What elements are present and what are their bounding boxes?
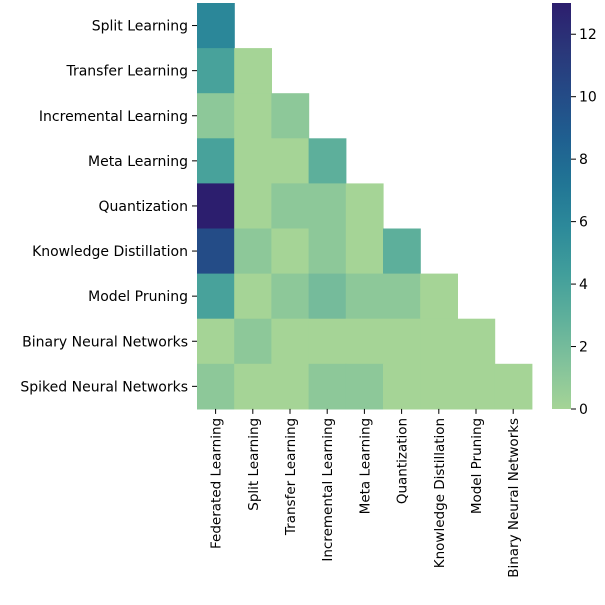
heatmap-cell-incremental-learning-x-federated-learning: [197, 93, 235, 139]
heatmap-cell-spiked-neural-networks-x-knowledge-distillation: [420, 363, 458, 410]
heatmap-cell-knowledge-distillation-x-split-learning: [234, 228, 272, 275]
heatmap-cell-quantization-x-incremental-learning: [308, 183, 347, 230]
x-tick-label-model-pruning: Model Pruning: [469, 418, 485, 514]
x-tick-label-federated-learning: Federated Learning: [209, 418, 225, 549]
y-tick-label-quantization: Quantization: [99, 199, 188, 215]
y-tick-label-model-pruning: Model Pruning: [88, 289, 188, 305]
x-tick-label-incremental-learning: Incremental Learning: [320, 418, 336, 562]
y-tick-label-binary-neural-networks: Binary Neural Networks: [22, 334, 188, 350]
heatmap-cell-spiked-neural-networks-x-model-pruning: [457, 363, 496, 410]
heatmap-cell-meta-learning-x-transfer-learning: [271, 138, 310, 184]
heatmap-cell-knowledge-distillation-x-meta-learning: [345, 228, 384, 275]
heatmap-cell-quantization-x-transfer-learning: [271, 183, 310, 230]
heatmap-cell-binary-neural-networks-x-split-learning: [234, 318, 272, 365]
heatmap-cell-spiked-neural-networks-x-federated-learning: [197, 363, 235, 410]
heatmap-cell-model-pruning-x-knowledge-distillation: [420, 273, 458, 320]
heatmap-cell-spiked-neural-networks-x-meta-learning: [345, 363, 384, 410]
colorbar-tick-label: 6: [579, 215, 588, 231]
x-tick-label-meta-learning: Meta Learning: [357, 418, 373, 514]
heatmap-cell-quantization-x-federated-learning: [197, 183, 235, 230]
heatmap-cell-binary-neural-networks-x-meta-learning: [345, 318, 384, 365]
y-tick-label-knowledge-distillation: Knowledge Distillation: [32, 244, 188, 260]
heatmap-cell-knowledge-distillation-x-transfer-learning: [271, 228, 310, 275]
heatmap-cell-model-pruning-x-transfer-learning: [271, 273, 310, 320]
heatmap-cell-binary-neural-networks-x-knowledge-distillation: [420, 318, 458, 365]
heatmap-cell-knowledge-distillation-x-incremental-learning: [308, 228, 347, 275]
heatmap-cell-spiked-neural-networks-x-split-learning: [234, 363, 272, 410]
heatmap-cell-spiked-neural-networks-x-incremental-learning: [308, 363, 347, 410]
colorbar-tick-label: 0: [579, 402, 588, 418]
colorbar-ticks: 0 2 4 6 8 10 12: [571, 27, 597, 418]
heatmap-cell-meta-learning-x-incremental-learning: [308, 138, 347, 184]
colorbar-tick-label: 4: [579, 277, 588, 293]
heatmap-cell-incremental-learning-x-split-learning: [234, 93, 272, 139]
heatmap-cell-transfer-learning-x-federated-learning: [197, 48, 235, 94]
heatmap-cell-spiked-neural-networks-x-quantization: [383, 363, 421, 410]
heatmap-cell-binary-neural-networks-x-model-pruning: [457, 318, 496, 365]
heatmap-cell-split-learning-x-federated-learning: [197, 3, 235, 49]
colorbar-tick-label: 12: [579, 27, 597, 43]
y-tick-label-incremental-learning: Incremental Learning: [39, 109, 188, 125]
heatmap-cell-model-pruning-x-split-learning: [234, 273, 272, 320]
heatmap-cell-quantization-x-meta-learning: [345, 183, 384, 230]
heatmap-cells: [197, 3, 533, 410]
heatmap-cell-model-pruning-x-incremental-learning: [308, 273, 347, 320]
y-tick-label-split-learning: Split Learning: [92, 19, 188, 35]
heatmap-cell-knowledge-distillation-x-quantization: [383, 228, 421, 275]
colorbar: [552, 3, 571, 409]
x-axis-tick-labels: Federated Learning Split Learning Transfer…: [209, 408, 522, 578]
y-tick-label-transfer-learning: Transfer Learning: [65, 64, 188, 80]
y-axis-tick-labels: Split Learning Transfer Learning Increment…: [20, 19, 197, 395]
heatmap-cell-binary-neural-networks-x-incremental-learning: [308, 318, 347, 365]
heatmap-cell-binary-neural-networks-x-federated-learning: [197, 318, 235, 365]
x-tick-label-split-learning: Split Learning: [246, 418, 262, 511]
heatmap-cell-knowledge-distillation-x-federated-learning: [197, 228, 235, 275]
heatmap-cell-model-pruning-x-meta-learning: [345, 273, 384, 320]
colorbar-tick-label: 2: [579, 340, 588, 356]
heatmap-cell-quantization-x-split-learning: [234, 183, 272, 230]
y-tick-label-spiked-neural-networks: Spiked Neural Networks: [20, 379, 188, 395]
heatmap-cell-model-pruning-x-federated-learning: [197, 273, 235, 320]
heatmap-cell-meta-learning-x-federated-learning: [197, 138, 235, 184]
heatmap-cell-spiked-neural-networks-x-transfer-learning: [271, 363, 310, 410]
y-tick-label-meta-learning: Meta Learning: [88, 154, 188, 170]
heatmap-cell-spiked-neural-networks-x-binary-neural-networks: [494, 363, 533, 410]
heatmap-cell-incremental-learning-x-transfer-learning: [271, 93, 310, 139]
heatmap-cell-transfer-learning-x-split-learning: [234, 48, 272, 94]
heatmap-cell-model-pruning-x-quantization: [383, 273, 421, 320]
x-tick-label-knowledge-distillation: Knowledge Distillation: [432, 418, 448, 568]
x-tick-label-quantization: Quantization: [395, 418, 411, 504]
x-tick-label-binary-neural-networks: Binary Neural Networks: [506, 418, 522, 578]
colorbar-tick-label: 10: [579, 90, 597, 106]
x-tick-label-transfer-learning: Transfer Learning: [283, 418, 299, 536]
heatmap-cell-binary-neural-networks-x-transfer-learning: [271, 318, 310, 365]
heatmap-cell-binary-neural-networks-x-quantization: [383, 318, 421, 365]
heatmap-cell-meta-learning-x-split-learning: [234, 138, 272, 184]
colorbar-tick-label: 8: [579, 152, 588, 168]
